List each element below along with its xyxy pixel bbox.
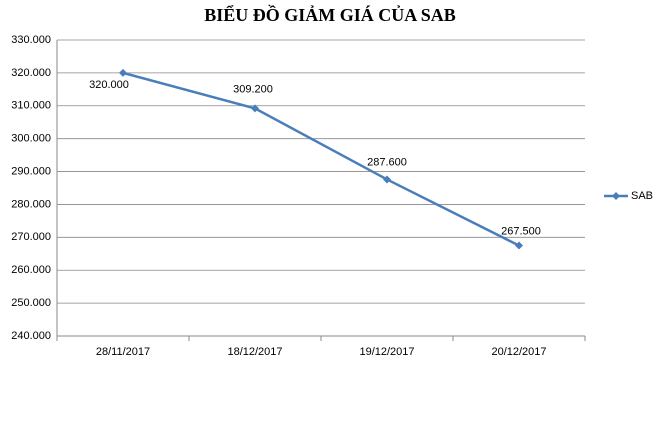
marker [383,175,391,184]
x-tick-label: 28/11/2017 [96,346,150,358]
x-tick-label: 19/12/2017 [359,346,414,358]
marker [515,241,523,250]
legend-marker [612,192,620,200]
chart-title: BIỂU ĐỒ GIẢM GIÁ CỦA SAB [204,4,456,25]
y-tick-label: 260.000 [11,264,51,276]
marker [251,104,259,113]
data-label: 309.200 [233,83,273,95]
data-label: 267.500 [501,225,541,237]
x-tick-label: 18/12/2017 [227,346,282,358]
y-tick-label: 250.000 [11,297,51,309]
y-tick-label: 280.000 [11,198,51,210]
legend-label: SAB [631,190,653,202]
data-label: 320.000 [89,79,129,91]
data-label: 287.600 [367,156,407,168]
y-tick-label: 270.000 [11,231,51,243]
y-tick-label: 290.000 [11,165,51,177]
y-tick-label: 300.000 [11,133,51,145]
x-tick-label: 20/12/2017 [491,346,546,358]
y-tick-label: 320.000 [11,67,51,79]
data-line [122,71,520,247]
y-tick-label: 310.000 [11,100,51,112]
marker [119,68,127,77]
y-tick-label: 240.000 [11,330,51,342]
y-tick-label: 330.000 [11,34,51,46]
